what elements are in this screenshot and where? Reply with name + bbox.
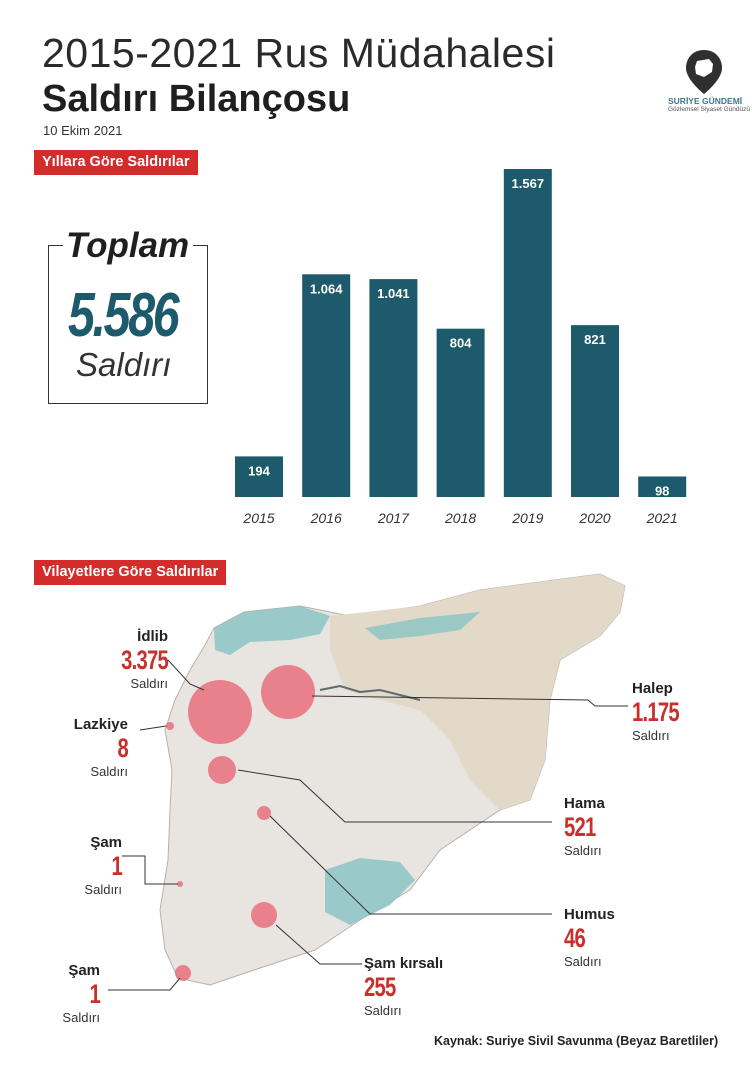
leader-sam-kirsali — [275, 924, 362, 965]
callout-unit: Saldırı — [62, 1010, 100, 1025]
section-label-provinces: Vilayetlere Göre Saldırılar — [34, 560, 227, 585]
map-rebel-north — [214, 606, 330, 655]
callout-unit: Saldırı — [564, 954, 602, 969]
callout-sam-kirsali: Şam kırsalı 255 Saldırı — [364, 955, 474, 1018]
callout-name: Şam kırsalı — [364, 955, 444, 972]
x-tick-label: 2016 — [310, 510, 342, 526]
total-value: 5.586 — [68, 281, 180, 350]
x-tick-label: 2019 — [511, 510, 543, 526]
callout-hama: Hama 521 Saldırı — [564, 795, 664, 858]
bar-value-label: 804 — [450, 336, 472, 351]
bar-2015 — [235, 456, 283, 497]
callout-name: Halep — [632, 680, 673, 697]
bar-value-label: 98 — [655, 483, 669, 498]
leader-hama — [237, 769, 552, 823]
logo-tagline: Gözlemsel Siyaset Gündüzü — [668, 106, 751, 113]
x-tick-label: 2015 — [242, 510, 274, 526]
callout-value: 1.175 — [632, 697, 680, 727]
bar-2016 — [302, 274, 351, 497]
callout-name: Lazkiye — [73, 716, 128, 733]
map-rebel-north-east — [365, 612, 480, 640]
callout-value: 1 — [89, 979, 100, 1009]
bar-value-label: 821 — [584, 332, 606, 347]
callout-sam: Şam 1 Saldırı — [40, 834, 122, 897]
callout-name: Hama — [564, 795, 605, 812]
total-label: Toplam — [66, 226, 190, 265]
callout-unit: Saldırı — [632, 728, 670, 743]
bubble-sam-kirsali — [251, 902, 277, 928]
map-river — [319, 684, 421, 701]
callout-value: 1 — [111, 851, 122, 881]
source-note: Kaynak: Suriye Sivil Savunma (Beyaz Bare… — [434, 1034, 719, 1048]
x-tick-label: 2018 — [444, 510, 476, 526]
callout-value: 46 — [564, 923, 586, 953]
bar-chart: 194 2015 1.064 2016 1.041 2017 804 2018 1.567 201… — [235, 169, 687, 526]
leader-humus — [269, 815, 552, 915]
bar-2017 — [369, 279, 418, 497]
callout-name: İdlib — [137, 628, 168, 645]
bar-value-label: 1.041 — [377, 286, 410, 301]
date: 10 Ekim 2021 — [43, 123, 123, 138]
x-tick-label: 2020 — [578, 510, 610, 526]
logo: SURİYE GÜNDEMİ Gözlemsel Siyaset Gündüzü — [668, 48, 751, 113]
callout-value: 8 — [117, 733, 128, 763]
logo-brand: SURİYE GÜNDEMİ — [668, 96, 743, 106]
bar-value-label: 1.567 — [512, 176, 545, 191]
leader-idlib — [167, 659, 205, 691]
bar-2020 — [571, 325, 619, 497]
total-box — [48, 245, 208, 404]
callout-unit: Saldırı — [564, 843, 602, 858]
map-pin-icon — [684, 48, 724, 94]
callout-lazkiye: Lazkiye 8 Saldırı — [40, 716, 129, 779]
title-line-1: 2015-2021 Rus Müdahalesi — [42, 30, 556, 76]
callout-idlib: İdlib 3.375 Saldırı — [72, 628, 169, 691]
callout-name: Humus — [564, 906, 615, 923]
callout-value: 521 — [564, 812, 596, 842]
bar-value-label: 1.064 — [310, 281, 343, 296]
total-unit: Saldırı — [76, 346, 172, 383]
bubble-lazkiye — [166, 722, 174, 730]
callout-humus: Humus 46 Saldırı — [564, 906, 664, 969]
leader-halep — [311, 695, 628, 707]
x-tick-label: 2017 — [377, 510, 410, 526]
leader-lazkiye — [139, 725, 167, 731]
bar-2019 — [503, 169, 552, 497]
bubble-humus — [257, 806, 271, 820]
callout-unit: Saldırı — [364, 1003, 402, 1018]
section-label-years: Yıllara Göre Saldırılar — [34, 150, 198, 175]
bubble-halep — [261, 665, 315, 719]
bar-2018 — [436, 328, 485, 497]
title-line-2: Saldırı Bilançosu — [42, 78, 351, 120]
bubble-sam-south — [175, 965, 191, 981]
bubble-sam — [177, 881, 183, 887]
callout-name: Şam — [68, 962, 100, 979]
callout-value: 255 — [364, 972, 396, 1002]
callout-unit: Saldırı — [130, 676, 168, 691]
bubble-idlib — [188, 680, 252, 744]
callout-unit: Saldırı — [84, 882, 122, 897]
map-rebel-south — [325, 858, 415, 925]
callout-value: 3.375 — [121, 645, 169, 675]
x-tick-label: 2021 — [646, 510, 678, 526]
callout-sam-south: Şam 1 Saldırı — [30, 962, 100, 1025]
bar-2021 — [638, 476, 687, 497]
bubble-hama — [208, 756, 236, 784]
bar-value-label: 194 — [248, 463, 270, 478]
callout-unit: Saldırı — [90, 764, 128, 779]
callout-halep: Halep 1.175 Saldırı — [632, 680, 732, 743]
leader-sam — [122, 855, 178, 885]
callout-name: Şam — [90, 834, 122, 851]
leader-sam-south — [108, 977, 181, 991]
